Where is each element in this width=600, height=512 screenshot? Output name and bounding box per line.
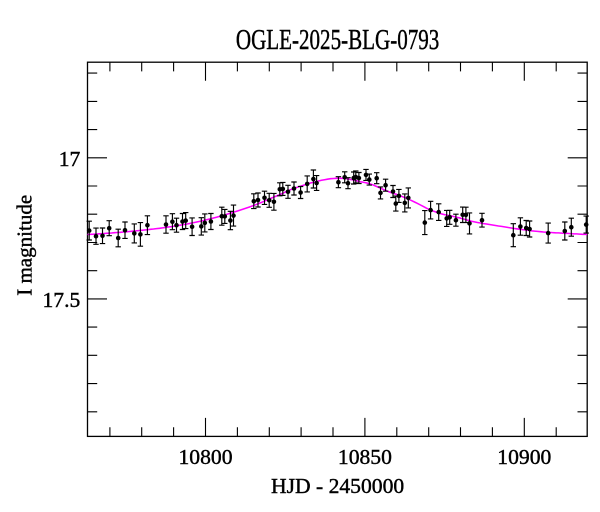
svg-text:10850: 10850 [338, 445, 392, 469]
svg-text:10800: 10800 [179, 445, 233, 469]
svg-text:17.5: 17.5 [43, 288, 81, 312]
svg-text:I magnitude: I magnitude [12, 195, 36, 296]
svg-text:OGLE-2025-BLG-0793: OGLE-2025-BLG-0793 [236, 25, 439, 56]
svg-text:17: 17 [59, 147, 81, 171]
svg-text:10900: 10900 [497, 445, 551, 469]
svg-text:HJD - 2450000: HJD - 2450000 [271, 474, 404, 498]
